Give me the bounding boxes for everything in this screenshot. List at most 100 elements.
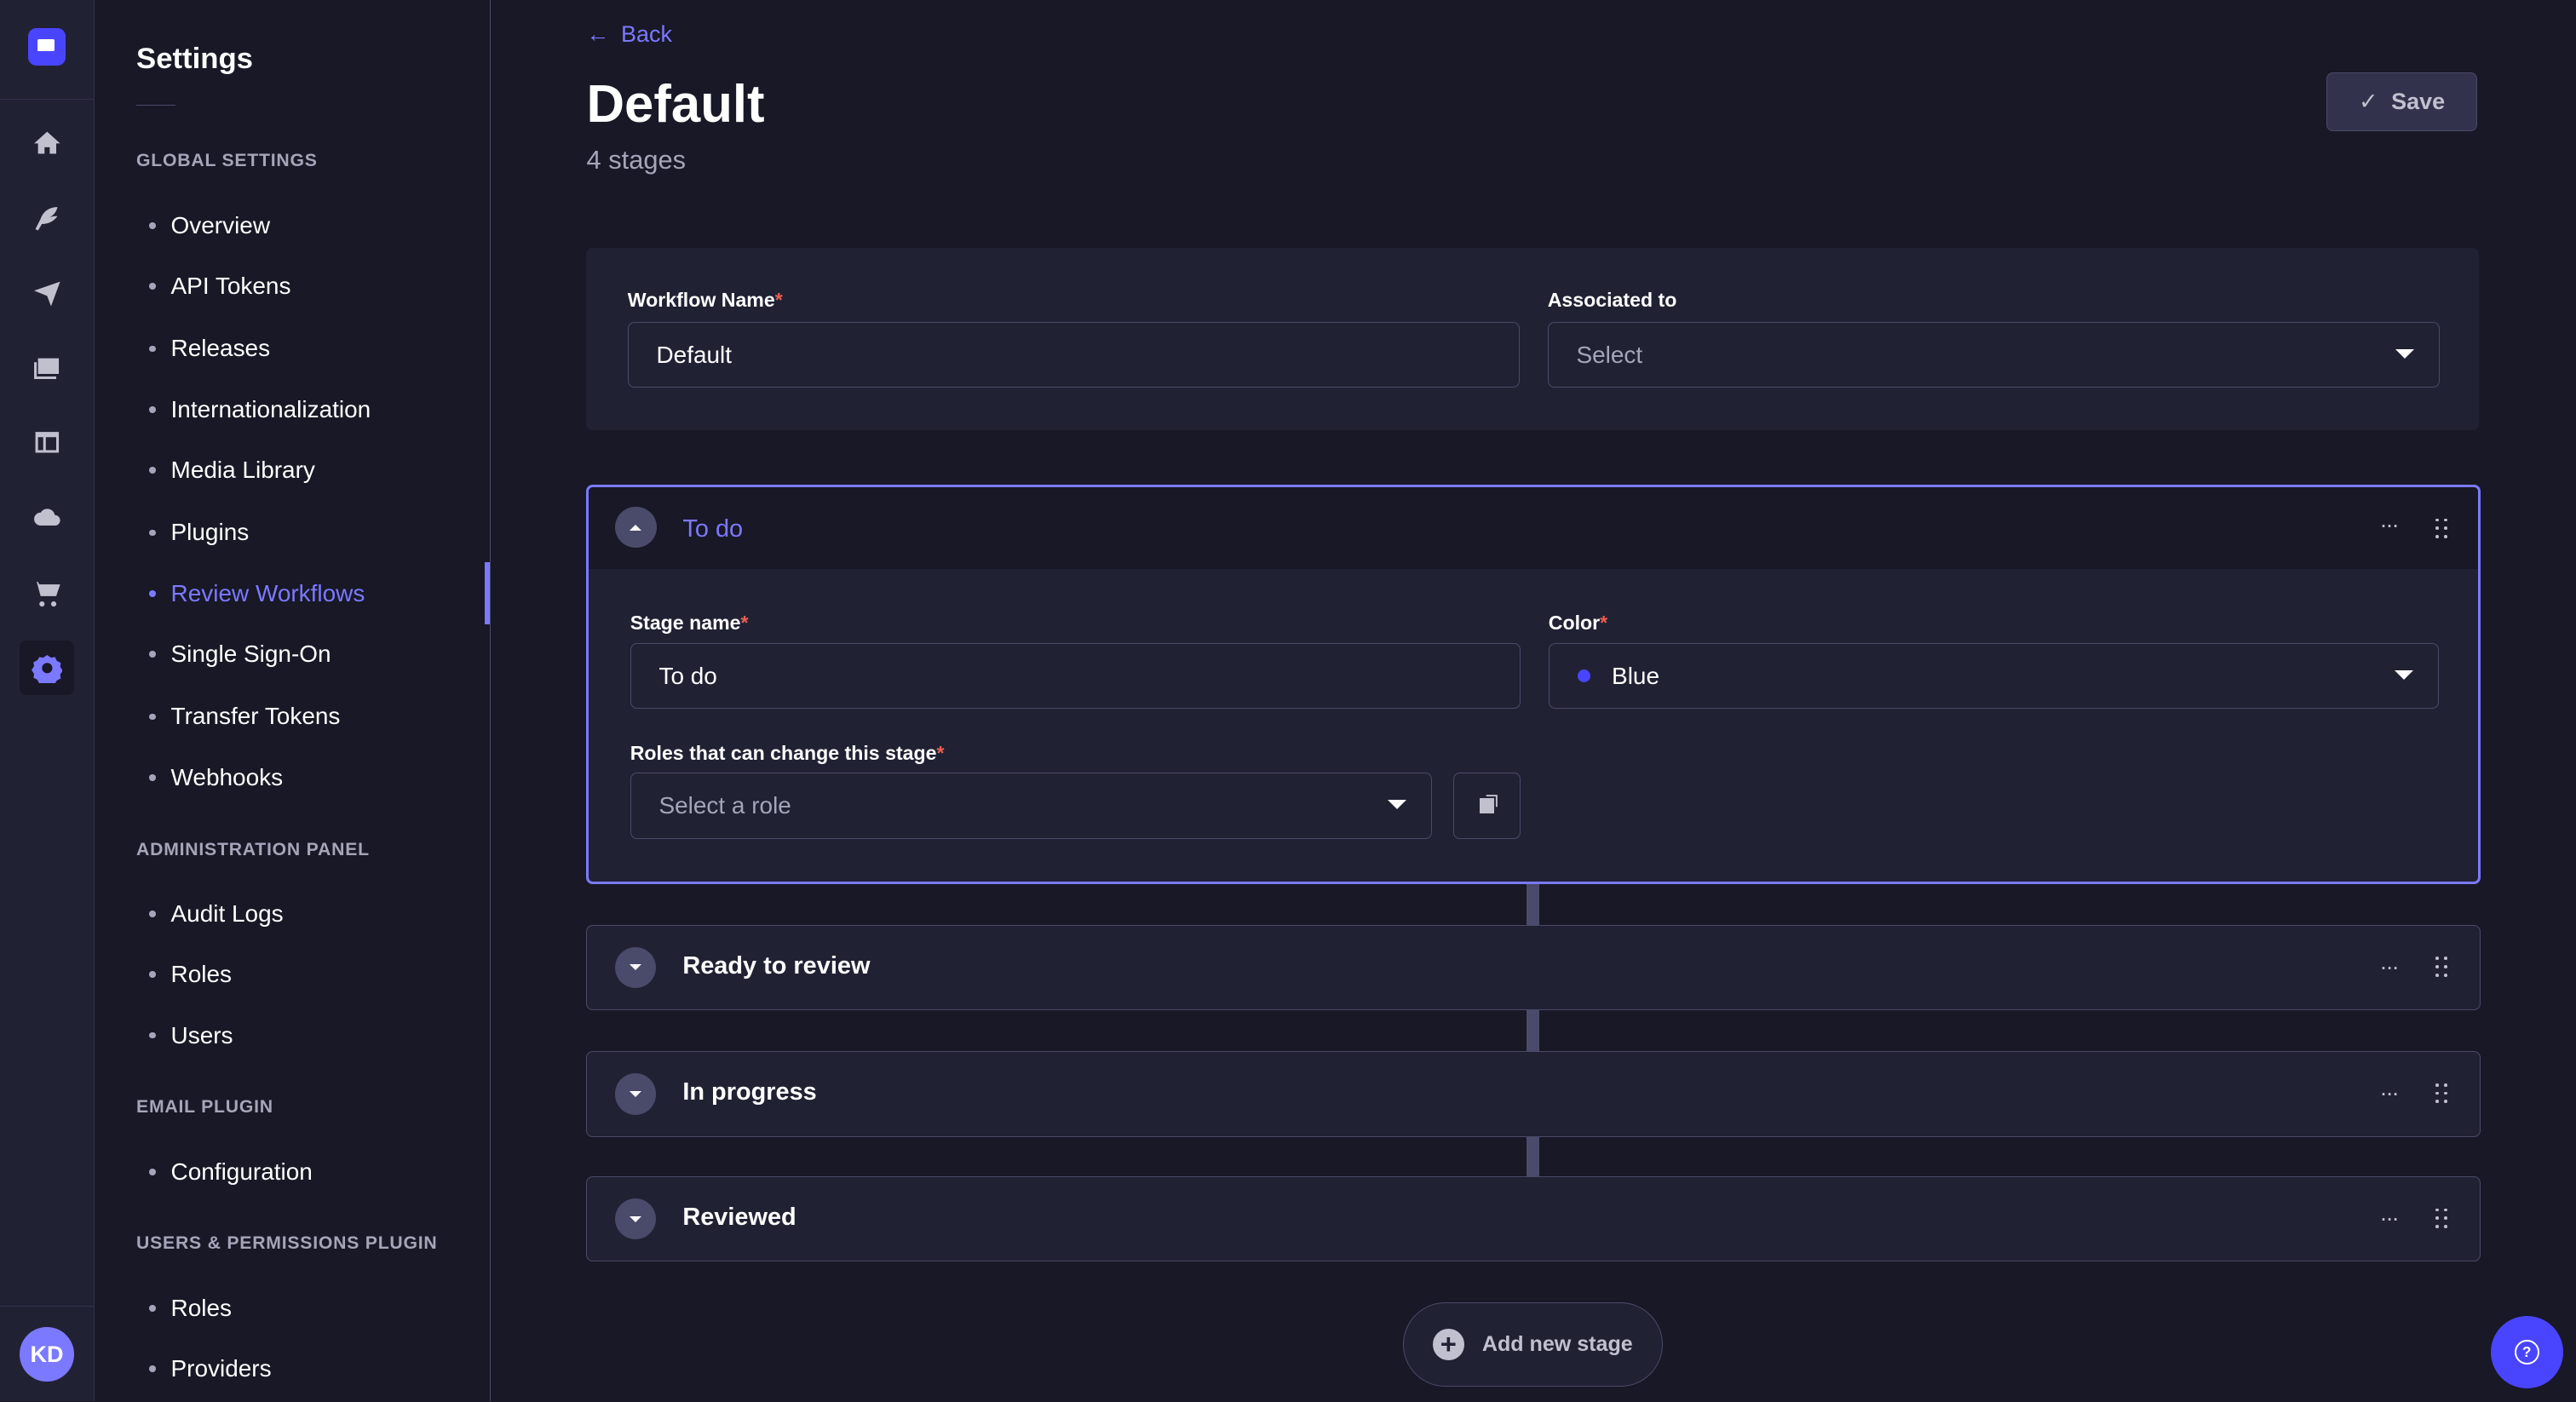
feather-icon[interactable] <box>20 191 74 245</box>
sidebar-item-roles[interactable]: Roles <box>149 961 232 988</box>
help-button[interactable]: ? <box>2490 1315 2563 1388</box>
section-email-plugin: EMAIL PLUGIN <box>136 1097 273 1118</box>
associated-to-select[interactable]: Select <box>1547 321 2440 388</box>
expand-button[interactable] <box>615 946 657 989</box>
main-content: ← Back Default 4 stages ✓ Save Workflow Na… <box>492 0 2576 1401</box>
collapse-button[interactable] <box>615 507 657 549</box>
stage-title: Ready to review <box>682 951 871 980</box>
expand-button[interactable] <box>615 1198 657 1240</box>
add-stage-label: Add new stage <box>1481 1332 1633 1357</box>
roles-label: Roles that can change this stage* <box>630 741 945 764</box>
sidebar-item-label: Review Workflows <box>170 579 365 606</box>
avatar[interactable]: KD <box>20 1327 74 1382</box>
save-button[interactable]: ✓ Save <box>2326 72 2478 132</box>
back-link[interactable]: ← Back <box>586 21 672 48</box>
drag-handle-icon[interactable] <box>2435 957 2448 977</box>
sidebar-item-up-roles[interactable]: Roles <box>149 1295 232 1322</box>
expand-button[interactable] <box>615 1073 657 1115</box>
sidebar-item-label: Users <box>170 1021 233 1049</box>
apply-roles-button[interactable] <box>1452 773 1521 839</box>
stage-title: In progress <box>682 1078 817 1106</box>
sidebar-item-label: Releases <box>170 335 271 362</box>
sidebar-item-providers[interactable]: Providers <box>149 1355 272 1382</box>
stage-in-progress[interactable]: In progress ··· <box>586 1051 2481 1137</box>
sidebar-item-label: Internationalization <box>170 395 371 422</box>
sidebar-item-transfer-tokens[interactable]: Transfer Tokens <box>149 703 340 730</box>
stage-connector <box>1526 1135 1540 1178</box>
logo-icon[interactable] <box>27 27 66 66</box>
sidebar-item-internationalization[interactable]: Internationalization <box>149 396 371 423</box>
sidebar-item-label: Media Library <box>170 457 315 484</box>
more-icon[interactable]: ··· <box>2379 511 2399 537</box>
add-new-stage-button[interactable]: + Add new stage <box>1403 1302 1663 1387</box>
plus-icon: + <box>1433 1328 1464 1360</box>
sidebar-item-webhooks[interactable]: Webhooks <box>149 764 283 791</box>
sidebar-item-label: Single Sign-On <box>170 641 331 668</box>
select-placeholder: Select a role <box>658 792 791 819</box>
stage-header[interactable] <box>589 486 2479 570</box>
stage-to-do: To do ··· Stage name* To do Color* Blue … <box>586 484 2481 884</box>
paper-plane-icon[interactable] <box>20 266 74 320</box>
back-label: Back <box>620 21 673 48</box>
stage-title: To do <box>682 514 744 543</box>
sidebar-item-label: API Tokens <box>170 273 291 300</box>
stage-reviewed[interactable]: Reviewed ··· <box>586 1175 2481 1262</box>
chevron-down-icon <box>1387 800 1406 809</box>
sidebar-item-label: Plugins <box>170 519 250 546</box>
sidebar-item-label: Configuration <box>170 1158 313 1185</box>
sidebar-item-label: Roles <box>170 1294 232 1321</box>
settings-sidebar: Settings GLOBAL SETTINGS Overview API To… <box>95 0 491 1402</box>
cart-icon[interactable] <box>20 565 74 619</box>
sidebar-item-review-workflows[interactable]: Review Workflows <box>149 580 365 607</box>
section-global-settings: GLOBAL SETTINGS <box>136 151 318 171</box>
sidebar-item-audit-logs[interactable]: Audit Logs <box>149 899 284 928</box>
color-select[interactable]: Blue <box>1548 643 2440 710</box>
sidebar-item-label: Providers <box>170 1355 272 1382</box>
drag-handle-icon[interactable] <box>2435 1208 2448 1228</box>
chevron-down-icon <box>630 1090 642 1097</box>
sidebar-item-configuration[interactable]: Configuration <box>149 1158 313 1186</box>
page-title: Default <box>586 74 765 134</box>
active-indicator <box>484 561 490 624</box>
divider <box>136 105 176 106</box>
arrow-left-icon: ← <box>586 21 610 48</box>
section-administration-panel: ADMINISTRATION PANEL <box>136 839 370 859</box>
roles-select[interactable]: Select a role <box>630 773 1432 839</box>
chevron-down-icon <box>630 1215 642 1222</box>
more-icon[interactable]: ··· <box>2379 1080 2400 1106</box>
layout-icon[interactable] <box>20 416 74 470</box>
sidebar-item-label: Audit Logs <box>170 899 284 927</box>
media-icon[interactable] <box>20 340 74 394</box>
sidebar-item-label: Webhooks <box>170 763 284 790</box>
sidebar-item-plugins[interactable]: Plugins <box>149 519 249 546</box>
stage-connector <box>1526 882 1540 925</box>
associated-to-label: Associated to <box>1547 289 1677 312</box>
gear-icon[interactable] <box>20 641 74 695</box>
sidebar-item-single-sign-on[interactable]: Single Sign-On <box>149 641 331 668</box>
duplicate-icon <box>1479 798 1495 813</box>
select-placeholder: Select <box>1576 341 1643 368</box>
sidebar-item-api-tokens[interactable]: API Tokens <box>149 273 290 300</box>
sidebar-item-overview[interactable]: Overview <box>149 212 270 239</box>
sidebar-item-media-library[interactable]: Media Library <box>149 457 315 484</box>
color-label: Color* <box>1548 612 1608 635</box>
drag-handle-icon[interactable] <box>2435 1083 2448 1104</box>
workflow-name-label: Workflow Name* <box>627 289 783 312</box>
color-value: Blue <box>1612 662 1659 689</box>
sidebar-item-label: Roles <box>170 961 232 988</box>
stage-name-input[interactable]: To do <box>630 643 1521 710</box>
drag-handle-icon[interactable] <box>2435 518 2448 538</box>
chevron-down-icon <box>2395 669 2414 680</box>
chevron-down-icon <box>2395 348 2414 359</box>
divider <box>0 98 94 100</box>
workflow-name-input[interactable]: Default <box>627 321 1520 388</box>
more-icon[interactable]: ··· <box>2379 1204 2400 1231</box>
section-users-permissions: USERS & PERMISSIONS PLUGIN <box>136 1233 438 1254</box>
more-icon[interactable]: ··· <box>2379 953 2400 980</box>
home-icon[interactable] <box>20 117 74 171</box>
stage-title: Reviewed <box>682 1203 796 1231</box>
cloud-icon[interactable] <box>20 490 74 544</box>
sidebar-item-releases[interactable]: Releases <box>149 335 270 362</box>
stage-ready-to-review[interactable]: Ready to review ··· <box>586 924 2481 1011</box>
sidebar-item-users[interactable]: Users <box>149 1022 233 1049</box>
